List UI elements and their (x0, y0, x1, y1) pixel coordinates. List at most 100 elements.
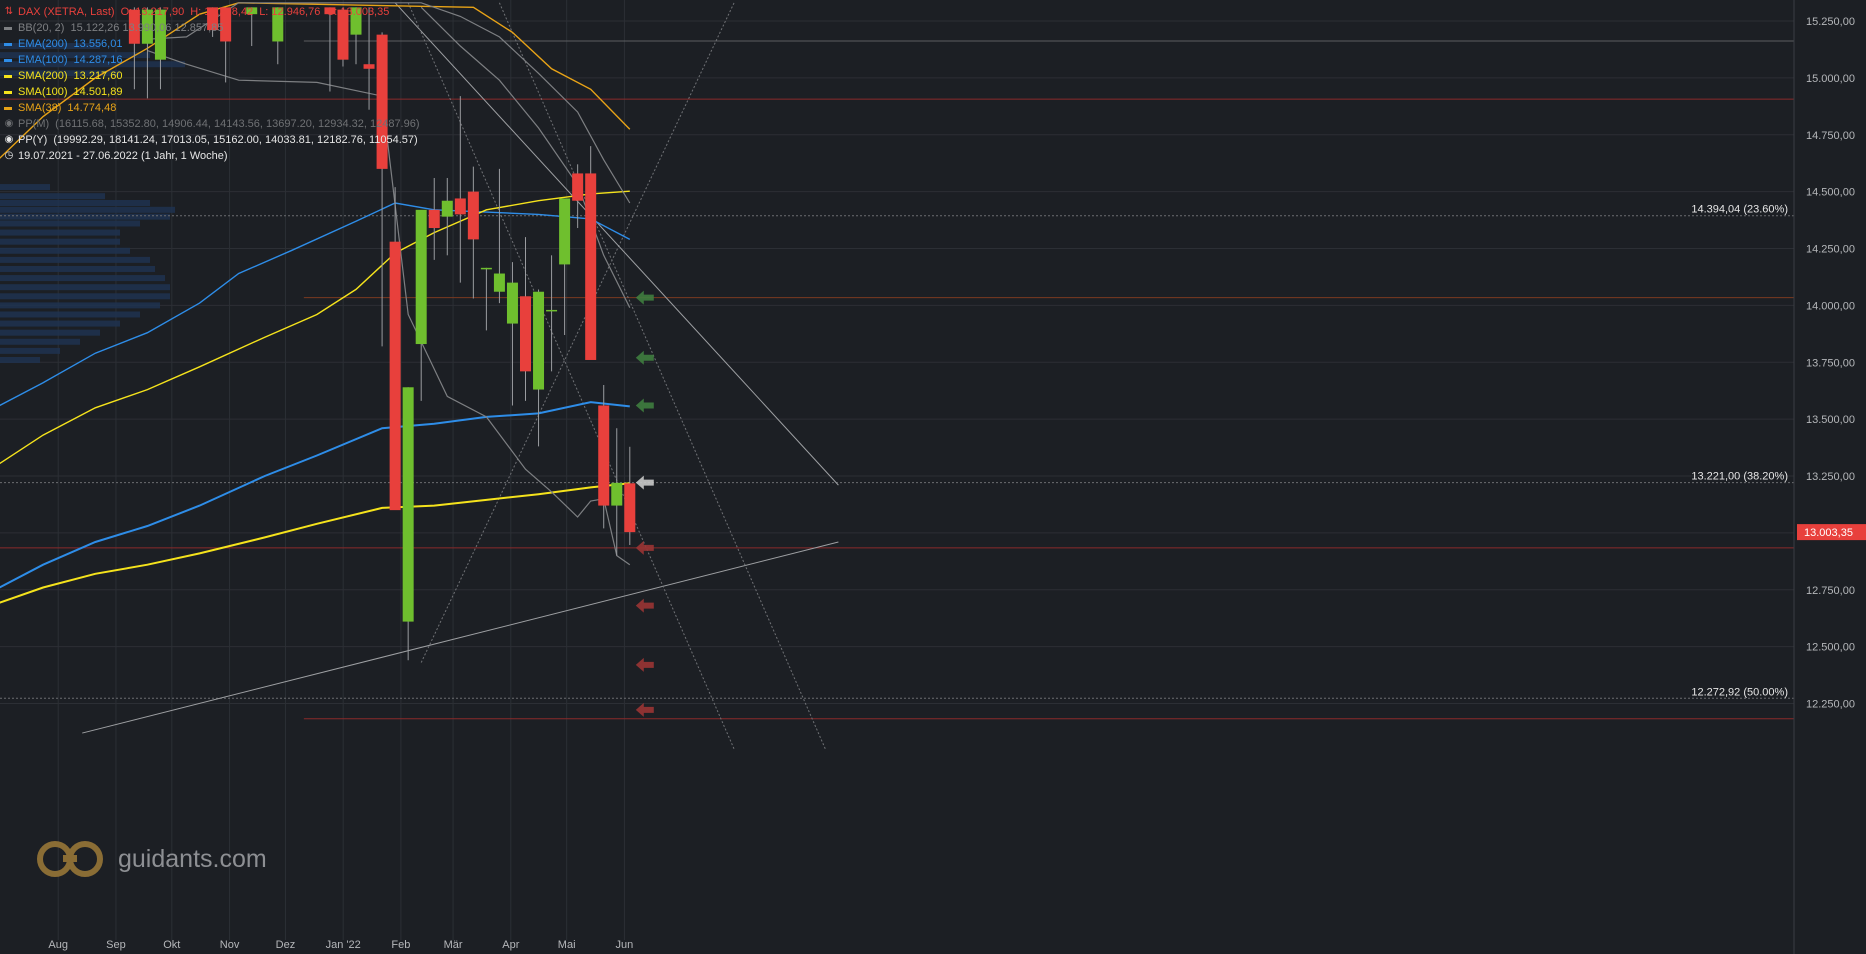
legend-indicator-sma-38: SMA(38) 14.774,48 (4, 100, 420, 116)
fibonacci-levels: 14.394,04 (23.60%) 13.221,00 (38.20%) 12.2… (0, 204, 1794, 699)
volume-profile-bar (0, 193, 105, 200)
candle-body (506, 282, 518, 324)
target-icon: ◉ (4, 134, 14, 145)
candle-body (389, 241, 401, 511)
logo-mark-icon (37, 841, 103, 877)
x-tick-label: Sep (106, 939, 126, 951)
trend-line (420, 2, 735, 663)
x-tick-label: Okt (163, 939, 180, 951)
legend-indicator-values: 13.217,60 (73, 70, 123, 82)
candle-body (324, 7, 336, 15)
candle-body (585, 173, 597, 360)
candles (128, 7, 636, 661)
line-swatch-icon (4, 42, 12, 46)
legend-indicator-pp-m: ◉ PP(M) (16115.68, 15352.80, 14906.44, 141… (4, 116, 420, 132)
pivot-arrows (635, 290, 654, 717)
volume-profile-bar (0, 293, 170, 300)
volume-profile-bar (0, 200, 150, 206)
candle-body (272, 7, 284, 42)
x-tick-label: Aug (48, 939, 68, 951)
candle-body (350, 7, 362, 35)
legend-indicator-bb-20-2: BB(20, 2) 15.122,26 13.990,06 12.857,85 (4, 20, 420, 36)
volume-profile-bar (0, 347, 60, 354)
candle-body (128, 9, 140, 44)
candle-body (624, 483, 636, 533)
legend-indicator-values: 15.122,26 13.990,06 12.857,85 (70, 22, 224, 34)
x-tick-label: Mär (444, 939, 463, 951)
y-tick-label: 14.500,00 (1806, 187, 1855, 199)
last-price-label: 13.003,35 (1804, 527, 1853, 539)
candle-body (598, 405, 610, 506)
legend-open: O: 13.217,90 (120, 6, 185, 18)
volume-profile-bar (0, 247, 130, 254)
legend-indicator-label: BB(20, 2) (18, 22, 65, 34)
y-tick-label: 13.250,00 (1806, 471, 1855, 483)
volume-profile-bar (0, 302, 160, 309)
volume-profile-bar (0, 320, 120, 327)
candle-body (520, 296, 531, 372)
legend-indicator-values: 14.501,89 (73, 86, 123, 98)
legend-indicator-values: (19992.29, 18141.24, 17013.05, 15162.00,… (53, 134, 418, 146)
legend-indicator-sma-200: SMA(200) 13.217,60 (4, 68, 420, 84)
candle-body (141, 9, 153, 44)
y-tick-label: 14.000,00 (1806, 300, 1855, 312)
legend-indicator-pp-y: ◉ PP(Y) (19992.29, 18141.24, 17013.05, 151… (4, 132, 420, 148)
pivot-arrow-icon (635, 657, 654, 672)
legend-main-label: DAX (XETRA, Last) (18, 6, 115, 18)
legend-indicator-values: 14.287,16 (73, 54, 123, 66)
legend-range: ◷ 19.07.2021 - 27.06.2022 (1 Jahr, 1 Woc… (4, 148, 420, 164)
legend-indicator-label: SMA(200) (18, 70, 68, 82)
pivot-lines (0, 40, 1794, 720)
y-tick-label: 14.250,00 (1806, 244, 1855, 256)
trend-line (82, 541, 839, 734)
series-line-ema-100 (0, 202, 631, 407)
legend-low: L: 12.946,76 (259, 6, 321, 18)
legend-indicator-label: PP(Y) (18, 134, 48, 146)
grid (0, 0, 1794, 940)
volume-profile-bar (0, 61, 185, 68)
volume-profile-bar (0, 238, 120, 245)
volume-profile-bar (0, 206, 175, 213)
legend-range-text: 19.07.2021 - 27.06.2022 (1 Jahr, 1 Woche… (18, 150, 228, 162)
volume-profile-bar (0, 52, 150, 59)
series-line-sma-100 (0, 190, 630, 465)
legend-indicator-values: 13.556,01 (73, 38, 123, 50)
x-tick-label: Dez (276, 939, 296, 951)
pivot-arrow-icon (635, 398, 654, 413)
volume-profile-bar (0, 311, 140, 318)
legend-indicator-label: EMA(100) (18, 54, 68, 66)
candle-body (559, 198, 571, 265)
legend-indicator-ema-100: EMA(100) 14.287,16 (4, 52, 420, 68)
pivot-arrow-icon (635, 540, 654, 555)
legend-main: ⇅ DAX (XETRA, Last) O: 13.217,90 H: 13.3… (4, 4, 420, 20)
fibonacci-label: 13.221,00 (38.20%) (1691, 471, 1788, 483)
candle-body (428, 209, 440, 229)
line-swatch-icon (4, 106, 12, 110)
y-axis: 12.250,0012.500,0012.750,0013.000,0013.2… (1797, 16, 1866, 711)
candle-body (454, 198, 466, 215)
volume-profile-bar (0, 184, 50, 191)
candle-body (441, 200, 453, 217)
pivot-arrow-icon (635, 475, 654, 490)
volume-profile (0, 43, 185, 363)
y-tick-label: 14.750,00 (1806, 130, 1855, 142)
pivot-arrow-icon (635, 598, 654, 613)
x-tick-label: Jan '22 (326, 939, 361, 951)
fibonacci-label: 14.394,04 (23.60%) (1691, 204, 1788, 216)
line-swatch-icon (4, 74, 12, 78)
candle-body (220, 7, 232, 42)
indicator-lines (0, 2, 631, 604)
last-price-tag (1797, 524, 1866, 541)
volume-profile-bar (0, 329, 100, 336)
candle-body (337, 9, 349, 60)
x-axis: Aug Sep Okt Nov Dez Jan '22 Feb Mär Apr Mai Jun (48, 939, 633, 951)
legend-indicator-values: 14.774,48 (67, 102, 117, 114)
pivot-arrow-icon (635, 350, 654, 365)
volume-profile-bar (0, 284, 170, 291)
candle-body (415, 209, 427, 345)
pivot-arrow-icon (635, 702, 654, 717)
legend-indicator-label: SMA(38) (18, 102, 62, 114)
x-tick-label: Mai (558, 939, 576, 951)
